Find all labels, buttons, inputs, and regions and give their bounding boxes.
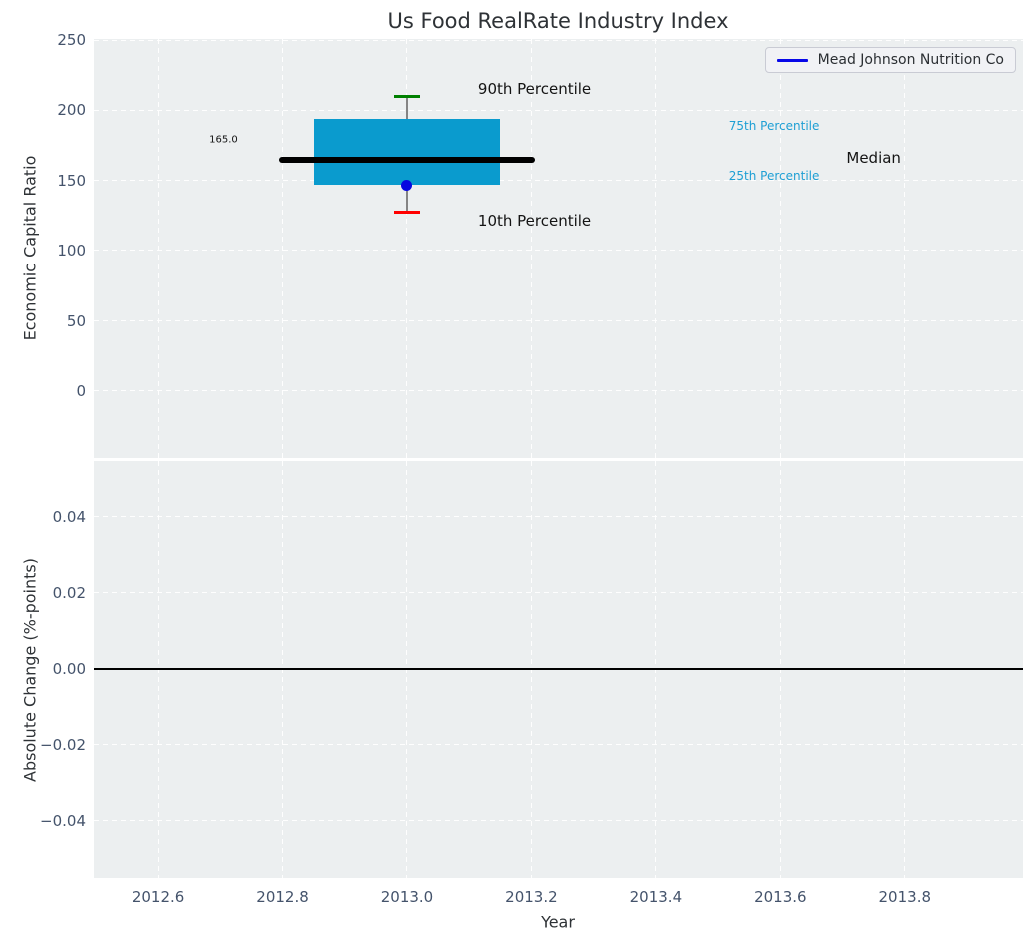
gridline-vertical	[655, 39, 657, 458]
gridline-horizontal	[94, 744, 1023, 746]
gridline-vertical	[530, 39, 532, 458]
gridline-vertical	[904, 39, 906, 458]
gridline-vertical	[406, 39, 408, 458]
gridline-horizontal	[94, 592, 1023, 594]
bottom-panel	[94, 461, 1023, 878]
x-tick-label: 2013.8	[878, 888, 932, 906]
y-tick-label: 0.04	[52, 507, 86, 526]
gridline-horizontal	[94, 250, 1023, 252]
y-tick-label: 0	[76, 381, 86, 400]
x-tick-label: 2013.4	[629, 888, 683, 906]
box-interquartile-range	[313, 118, 501, 185]
gridline-horizontal	[94, 820, 1023, 822]
gridline-horizontal	[94, 109, 1023, 111]
annotation: 90th Percentile	[477, 80, 592, 99]
y-tick-label: 200	[57, 101, 86, 120]
annotation: Median	[846, 149, 901, 168]
x-tick-label: 2012.8	[256, 888, 309, 906]
gridline-vertical	[282, 39, 284, 458]
company-point	[401, 179, 413, 191]
legend: Mead Johnson Nutrition Co	[764, 47, 1016, 73]
whisker-cap-10th	[394, 210, 420, 214]
y-tick-label: 50	[66, 311, 86, 330]
top-panel: Mead Johnson Nutrition Co 90th Percentil…	[94, 39, 1023, 458]
y-tick-label: 150	[57, 171, 86, 190]
gridline-vertical	[779, 39, 781, 458]
x-tick-label: 2013.2	[505, 888, 558, 906]
gridline-horizontal	[94, 39, 1023, 41]
gridline-horizontal	[94, 320, 1023, 322]
annotation: 75th Percentile	[728, 118, 820, 133]
zero-reference-line	[94, 668, 1023, 670]
x-tick-label: 2012.6	[131, 888, 185, 906]
y-tick-label: 0.02	[52, 583, 86, 602]
x-tick-label: 2013.0	[380, 888, 434, 906]
chart-title: Us Food RealRate Industry Index	[387, 9, 729, 33]
median-line	[279, 156, 535, 163]
y-tick-label: 100	[57, 241, 86, 260]
x-tick-label: 2013.6	[754, 888, 807, 906]
y-tick-label: −0.04	[40, 811, 86, 830]
y-tick-label: 250	[57, 31, 86, 50]
legend-line-icon	[776, 58, 808, 62]
y-tick-label: −0.02	[40, 735, 86, 754]
whisker-cap-90th	[394, 94, 420, 98]
gridline-horizontal	[94, 516, 1023, 518]
gridline-horizontal	[94, 180, 1023, 182]
annotation: 25th Percentile	[728, 169, 820, 184]
legend-label: Mead Johnson Nutrition Co	[817, 52, 1004, 68]
x-axis-label: Year	[541, 912, 575, 932]
gridline-vertical	[157, 39, 159, 458]
annotation: 165.0	[209, 134, 238, 146]
y-tick-label: 0.00	[52, 659, 86, 678]
annotation: 10th Percentile	[477, 212, 592, 231]
gridline-horizontal	[94, 390, 1023, 392]
